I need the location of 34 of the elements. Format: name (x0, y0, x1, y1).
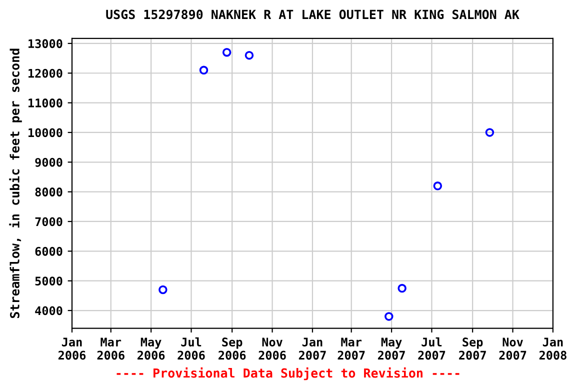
x-tick-label: Jan 2008 (539, 338, 566, 360)
x-tick-label: May 2007 (378, 338, 405, 360)
x-tick-label: Nov 2007 (499, 338, 526, 360)
point (398, 284, 406, 293)
x-tick-label: Mar 2007 (338, 338, 365, 360)
point (222, 48, 232, 57)
x-tick-label: Nov 2006 (258, 338, 286, 360)
y-tick-label: 10000 (28, 128, 62, 138)
y-axis-title: Streamflow, in cubic feet per second (9, 48, 22, 318)
x-tick-label: Jul 2006 (178, 337, 205, 360)
text: ---- Provisional Data Subject to Revision ---- (116, 367, 460, 380)
x-tick-label: Jan 2006 (58, 338, 86, 360)
y-tick-label: 4000 (35, 306, 62, 316)
x-tick-label: Jul 2007 (418, 337, 446, 360)
point (158, 285, 168, 294)
y-tick-label: 7000 (35, 217, 62, 226)
y-tick-label: 13000 (28, 39, 62, 48)
y-tick-label: 12000 (28, 68, 62, 78)
y-tick-label: 11000 (28, 98, 62, 108)
chart-title: USGS 15297890 NAKNEK R AT LAKE OUTLET NR KING SALMON AK (106, 10, 520, 20)
y-tick-label: 8000 (35, 188, 62, 196)
x-tick-label: Jan 2007 (298, 338, 326, 360)
y-tick-label: 9000 (35, 158, 62, 167)
x-tick-label: Mar 2006 (97, 338, 124, 360)
point (485, 128, 494, 137)
x-tick-label: Sep 2007 (459, 338, 486, 360)
point (199, 66, 208, 75)
y-tick-label: 5000 (35, 276, 62, 286)
x-tick-label: May 2006 (138, 338, 165, 360)
point (384, 312, 394, 321)
point (244, 50, 254, 60)
y-tick-label: 6000 (35, 246, 62, 256)
x-tick-label: Sep 2006 (218, 338, 246, 360)
point (433, 182, 442, 190)
